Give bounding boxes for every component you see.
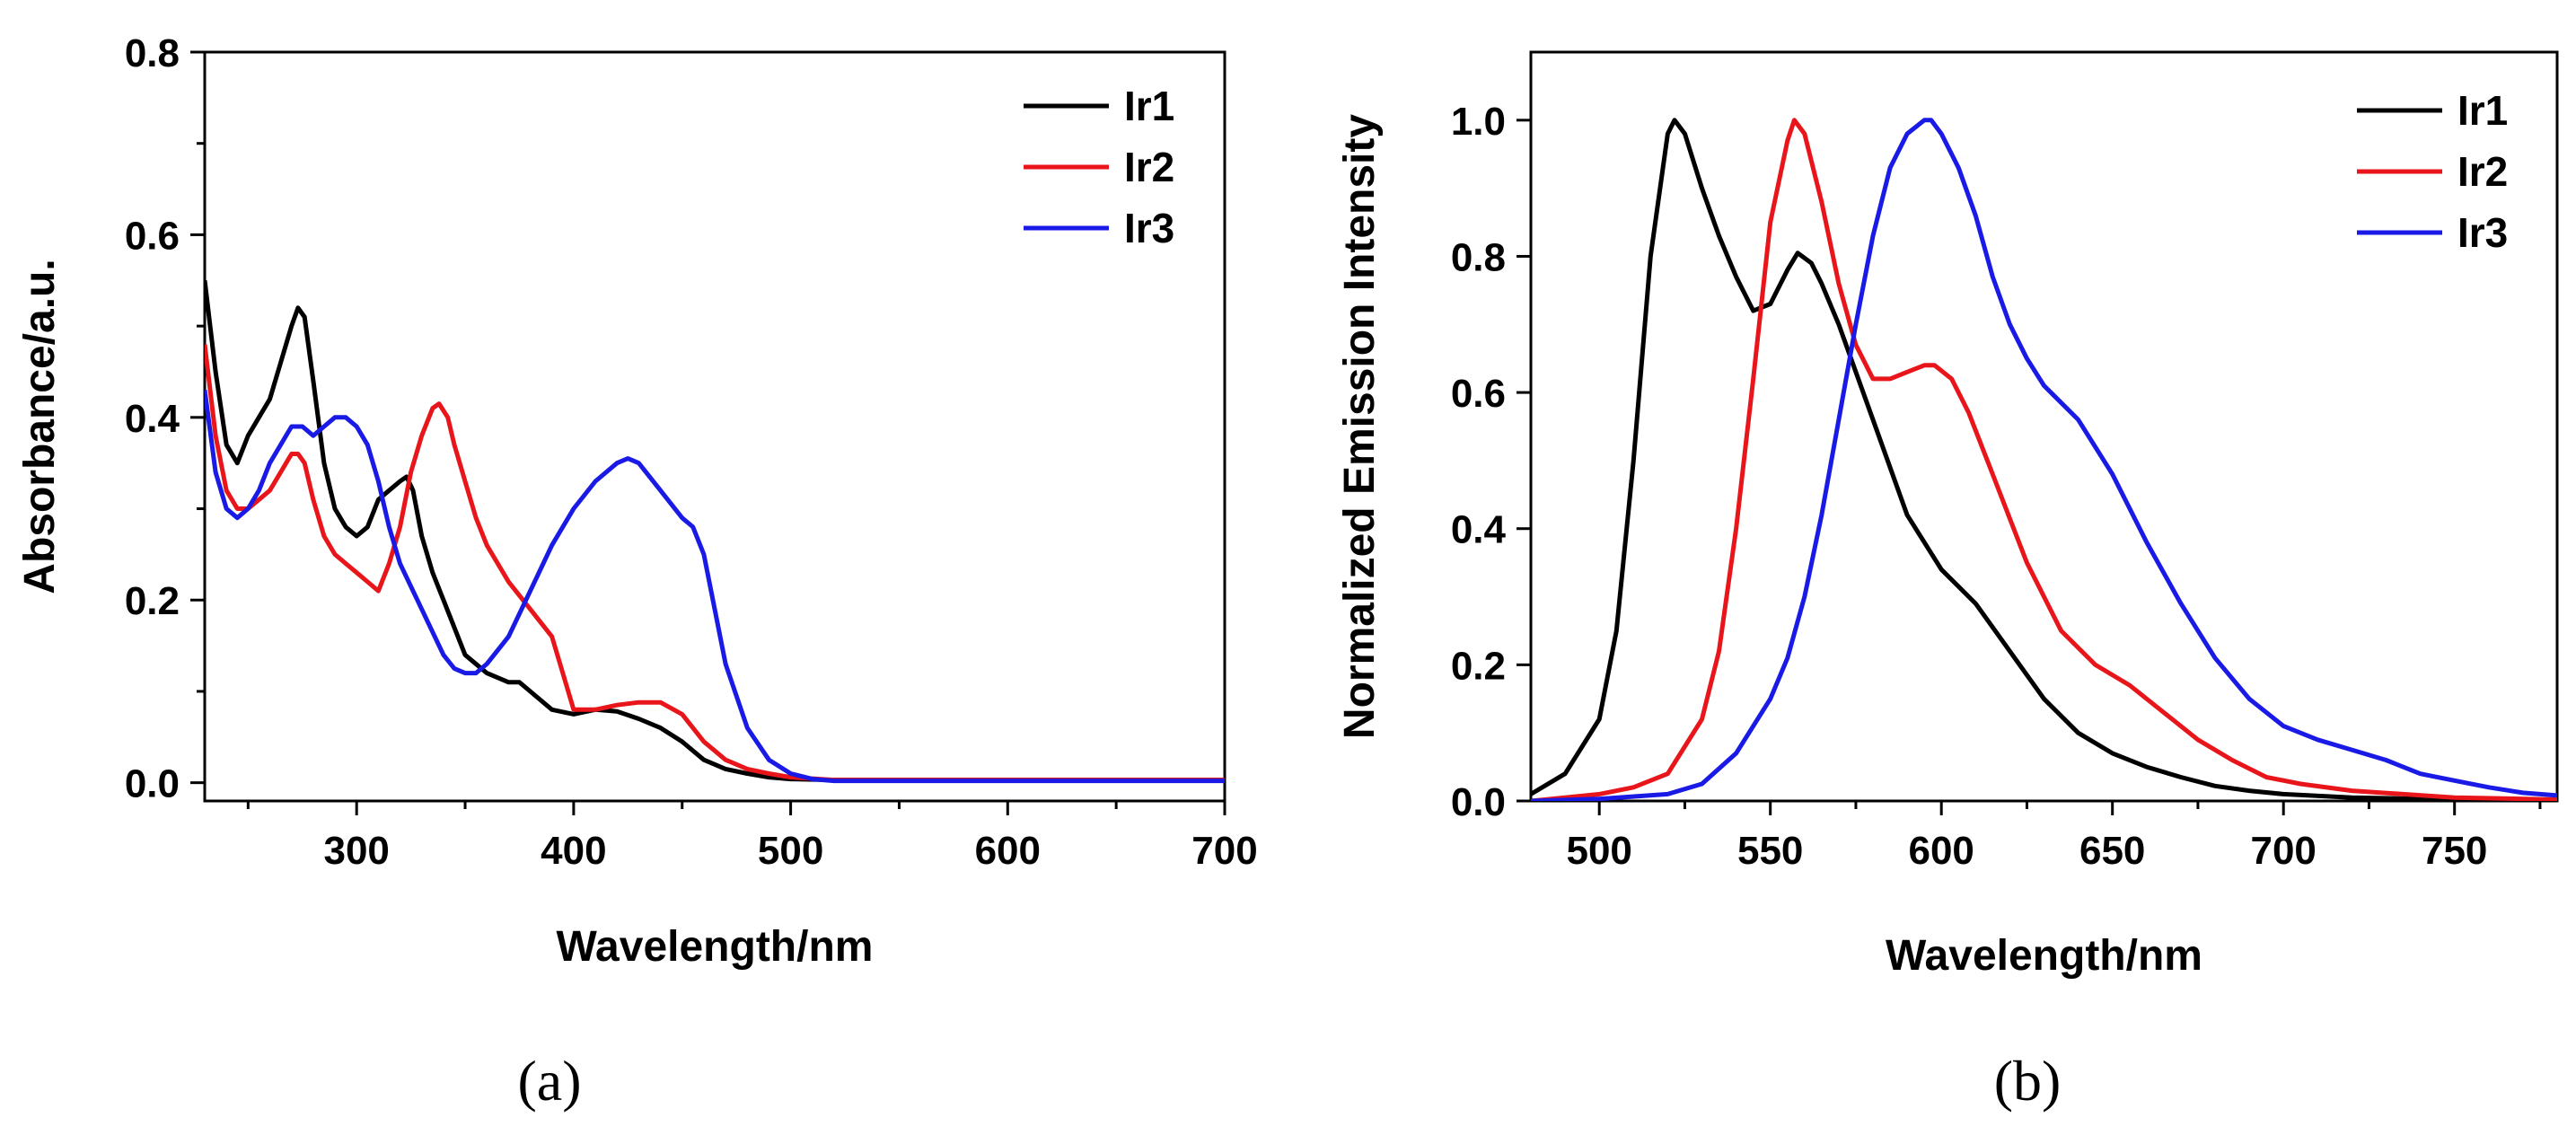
y-tick-label: 0.6 <box>1451 372 1506 416</box>
x-tick-label: 500 <box>758 829 823 873</box>
y-axis-label: Absorbance/a.u. <box>16 259 64 594</box>
series-line-ir3 <box>205 389 1225 784</box>
y-tick-label: 0.0 <box>1451 780 1506 824</box>
series-line-ir2 <box>205 344 1225 783</box>
x-axis-label: Wavelength/nm <box>557 923 874 971</box>
legend-label-ir1: Ir1 <box>1124 83 1174 129</box>
x-tick-label: 500 <box>1566 829 1631 873</box>
x-axis-label: Wavelength/nm <box>1886 932 2202 980</box>
plot-frame <box>1529 50 2559 803</box>
x-tick-label: 650 <box>2079 829 2145 873</box>
x-tick-label: 300 <box>323 829 389 873</box>
emission-chart: 500 550 600 650 700 750 0.0 0.2 0.4 0.6 0.8 1.0 Wave… <box>1336 50 2559 980</box>
x-tick-label: 400 <box>541 829 606 873</box>
x-tick-label: 550 <box>1737 829 1803 873</box>
series-line-ir2 <box>1531 118 2557 801</box>
x-tick-label: 600 <box>1908 829 1974 873</box>
x-tick-label: 750 <box>2422 829 2487 873</box>
x-tick-label: 700 <box>1191 829 1257 873</box>
y-tick-label: 0.8 <box>125 31 180 75</box>
y-tick-label: 0.2 <box>1451 644 1506 688</box>
y-axis-label: Normalized Emission Intensity <box>1336 114 1384 739</box>
y-tick-label: 0.0 <box>125 762 180 806</box>
legend-label-ir1: Ir1 <box>2457 87 2508 134</box>
panel-label-a: (a) <box>517 1049 581 1113</box>
series-line-ir1 <box>1531 118 2557 801</box>
plot-frame <box>203 50 1226 803</box>
legend-label-ir3: Ir3 <box>1124 205 1174 251</box>
x-tick-label: 700 <box>2250 829 2316 873</box>
y-tick-label: 0.4 <box>1451 508 1507 552</box>
panel-label-b: (b) <box>1994 1049 2062 1113</box>
y-tick-label: 0.8 <box>1451 235 1506 279</box>
x-tick-label: 600 <box>975 829 1041 873</box>
series-line-ir3 <box>1531 118 2557 801</box>
y-tick-label: 1.0 <box>1451 100 1506 144</box>
legend-label-ir2: Ir2 <box>2457 148 2508 195</box>
y-tick-label: 0.6 <box>125 214 180 258</box>
absorption-chart: 300 400 500 600 700 0.0 0.2 0.4 0.6 0.8 Wavelength… <box>16 31 1258 971</box>
legend-label-ir2: Ir2 <box>1124 144 1174 190</box>
legend-label-ir3: Ir3 <box>2457 209 2508 256</box>
y-tick-label: 0.4 <box>125 397 180 441</box>
y-tick-label: 0.2 <box>125 579 180 623</box>
series-line-ir1 <box>205 280 1225 783</box>
